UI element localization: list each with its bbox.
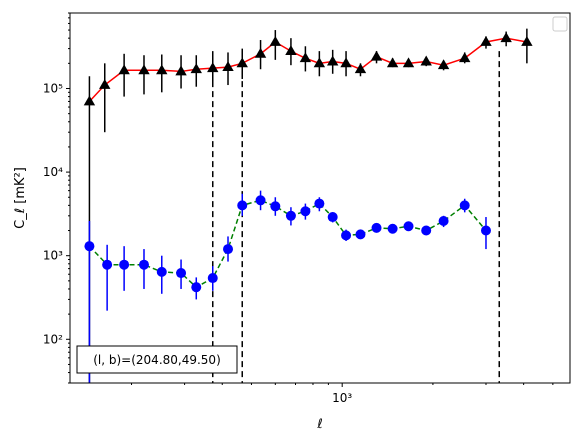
data-point-circle (191, 282, 202, 293)
data-point-triangle (285, 45, 297, 56)
data-point-triangle (156, 64, 168, 75)
data-point-triangle (370, 50, 383, 61)
data-point-circle (84, 241, 95, 252)
data-point-triangle (420, 55, 432, 66)
annotation: (l, b)=(204.80,49.50) (76, 345, 238, 374)
data-point-triangle (313, 57, 326, 68)
data-point-circle (327, 212, 338, 223)
data-point-circle (285, 210, 296, 221)
data-point-triangle (402, 57, 415, 68)
y-axis-label: C_ℓ [mK²] (13, 167, 28, 229)
data-point-triangle (521, 35, 533, 46)
y-tick-label: 10⁵ (43, 81, 63, 95)
y-tick-label: 10⁴ (43, 165, 63, 179)
data-point-triangle (299, 52, 312, 63)
data-point-triangle (236, 57, 248, 68)
data-point-triangle (437, 59, 450, 70)
data-point-triangle (138, 64, 150, 75)
data-point-circle (270, 201, 281, 212)
data-point-circle (403, 221, 414, 232)
data-point-circle (300, 206, 311, 217)
data-point-triangle (254, 47, 267, 58)
data-point-circle (371, 222, 382, 233)
data-point-circle (119, 259, 130, 270)
annotation-box (76, 345, 238, 374)
data-point-triangle (175, 65, 187, 76)
data-point-triangle (190, 63, 202, 74)
data-point-circle (341, 230, 352, 241)
data-point-triangle (118, 64, 130, 75)
x-axis-label: ℓ (316, 417, 322, 432)
data-point-circle (102, 259, 113, 270)
data-point-circle (314, 198, 325, 209)
data-point-triangle (459, 52, 471, 63)
data-point-triangle (207, 62, 219, 73)
data-point-circle (459, 200, 470, 211)
data-point-circle (223, 244, 234, 255)
series-1 (84, 190, 491, 383)
data-point-circle (421, 225, 432, 236)
x-tick-label: 10³ (332, 391, 352, 405)
data-point-triangle (222, 61, 234, 72)
data-point-triangle (386, 57, 399, 68)
data-point-circle (156, 266, 167, 277)
data-point-triangle (269, 35, 282, 46)
data-point-circle (255, 195, 266, 206)
y-tick-label: 10³ (43, 249, 63, 263)
data-point-triangle (500, 32, 512, 43)
data-point-circle (387, 223, 398, 234)
plot-frame (69, 12, 571, 384)
legend-box (552, 16, 568, 32)
data-point-circle (355, 229, 366, 240)
data-point-triangle (354, 63, 367, 74)
series-0 (83, 28, 533, 383)
data-point-circle (207, 273, 218, 284)
data-point-triangle (340, 57, 352, 68)
data-point-triangle (83, 95, 96, 106)
data-point-triangle (480, 35, 492, 46)
data-point-circle (480, 225, 491, 236)
annotation-text: (l, b)=(204.80,49.50) (93, 353, 221, 367)
data-point-triangle (99, 79, 111, 89)
data-point-triangle (326, 55, 339, 66)
data-point-circle (176, 268, 187, 279)
y-tick-label: 10² (43, 332, 63, 346)
series-line (88, 37, 528, 102)
data-point-circle (138, 259, 149, 270)
data-point-circle (438, 216, 449, 227)
data-point-circle (237, 200, 248, 211)
